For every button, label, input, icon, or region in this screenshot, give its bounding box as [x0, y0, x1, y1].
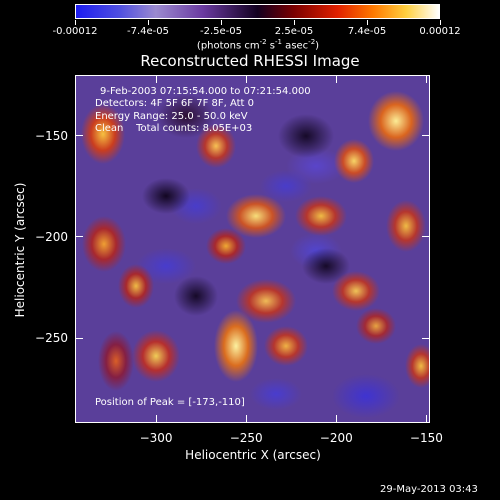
- x-axis-tick: [245, 415, 247, 423]
- y-axis-tick-label: −150: [35, 128, 68, 143]
- y-axis-title: Heliocentric Y (arcsec): [13, 182, 27, 318]
- x-axis-tick: [155, 415, 157, 423]
- colorbar-tick: [147, 20, 149, 25]
- x-axis-tick: [335, 75, 337, 83]
- colorbar-tick: [293, 20, 295, 25]
- y-axis-tick-label: −250: [35, 331, 68, 346]
- x-axis-tick-label: −300: [139, 431, 173, 445]
- x-axis-tick-label: −250: [229, 431, 263, 445]
- chart-title: Reconstructed RHESSI Image: [140, 52, 360, 70]
- colorbar: [75, 4, 440, 19]
- annotation-energy-range: Energy Range: 25.0 - 50.0 keV: [95, 111, 248, 122]
- y-axis-tick: [422, 236, 430, 238]
- x-axis-tick: [335, 415, 337, 423]
- peak-position-label: Position of Peak = [-173,-110]: [95, 397, 245, 408]
- colorbar-tick: [220, 20, 222, 25]
- colorbar-tick: [366, 20, 368, 25]
- x-axis-tick: [425, 75, 427, 83]
- colorbar-tick: [439, 20, 441, 25]
- annotation-time-range: 9-Feb-2003 07:15:54.000 to 07:21:54.000: [100, 86, 311, 97]
- colorbar-tick-label: -7.4e-05: [127, 26, 169, 37]
- x-axis-tick: [425, 415, 427, 423]
- y-axis-tick: [75, 135, 83, 137]
- x-axis-tick: [155, 75, 157, 83]
- y-axis-tick-label: −200: [35, 229, 68, 244]
- y-axis-tick: [75, 337, 83, 339]
- y-axis-tick: [422, 337, 430, 339]
- colorbar-tick-label: 7.4e-05: [347, 26, 387, 37]
- colorbar-tick: [74, 20, 76, 25]
- colorbar-units: (photons cm-2 s-1 asec-2): [196, 38, 320, 52]
- heatmap-image: [75, 75, 430, 423]
- x-axis-tick-label: −150: [409, 431, 443, 445]
- x-axis-tick: [245, 75, 247, 83]
- annotation-detectors: Detectors: 4F 5F 6F 7F 8F, Att 0: [95, 98, 255, 109]
- footer-timestamp: 29-May-2013 03:43: [380, 484, 478, 495]
- colorbar-tick-label: -2.5e-05: [200, 26, 242, 37]
- colorbar-tick-label: 2.5e-05: [274, 26, 314, 37]
- y-axis-tick: [422, 135, 430, 137]
- annotation-total-counts: Clean Total counts: 8.05E+03: [95, 123, 253, 134]
- y-axis-tick: [75, 236, 83, 238]
- colorbar-tick-label: 0.00012: [419, 26, 461, 37]
- colorbar-tick-label: -0.00012: [52, 26, 98, 37]
- x-axis-tick-label: −200: [319, 431, 353, 445]
- x-axis-title: Heliocentric X (arcsec): [185, 448, 321, 462]
